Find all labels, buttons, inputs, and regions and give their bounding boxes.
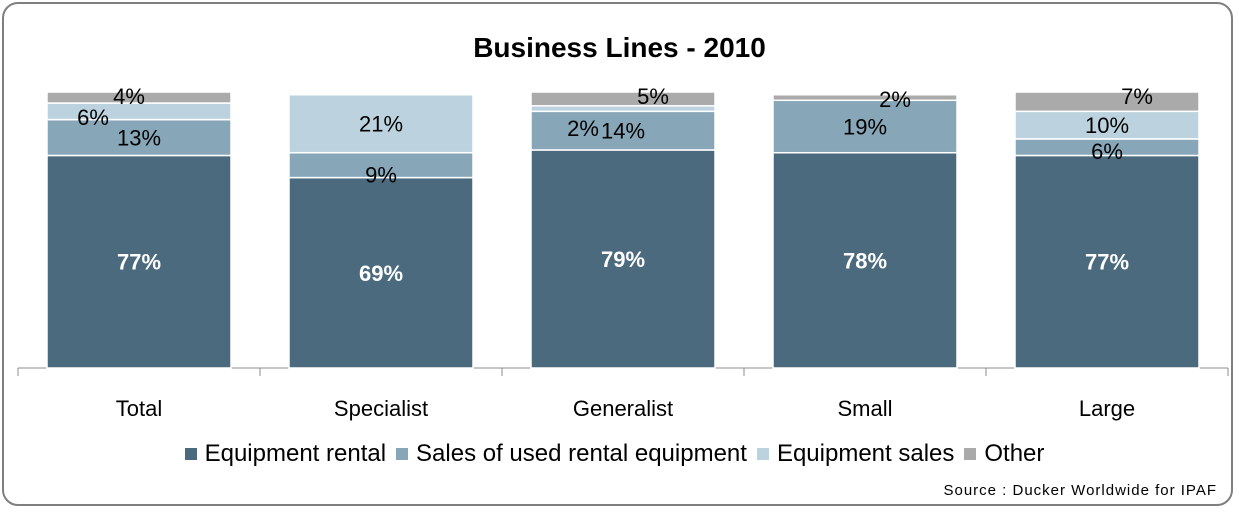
bar-segment-large-0 (1014, 154, 1200, 369)
legend-label: Sales of used rental equipment (416, 440, 747, 467)
bar-segment-generalist-2 (530, 105, 716, 113)
data-label: 69% (359, 261, 403, 286)
x-tick-label: Generalist (573, 396, 673, 421)
data-label: 9% (365, 163, 397, 188)
bar-segment-small-3 (772, 94, 958, 102)
data-label: 5% (637, 84, 669, 109)
bar-segment-total-0 (46, 154, 232, 369)
legend-item-equipment-sales: Equipment sales (756, 440, 955, 468)
bar-segment-specialist-1 (288, 151, 474, 179)
bar-segment-specialist-0 (288, 176, 474, 369)
bar-segment-small-0 (772, 151, 958, 369)
data-label: 19% (843, 115, 887, 140)
data-label: 77% (117, 250, 161, 275)
legend-item-other: Other (964, 440, 1044, 468)
x-tick-label: Specialist (334, 396, 428, 421)
legend-label: Equipment sales (776, 440, 955, 467)
x-tick-label: Small (837, 396, 892, 421)
data-label: 10% (1085, 113, 1129, 138)
data-label: 21% (359, 112, 403, 137)
data-label: 6% (1091, 139, 1123, 164)
x-tick-label: Total (116, 396, 162, 421)
legend-swatch (964, 448, 977, 460)
legend-swatch (396, 448, 409, 460)
x-tick-label: Large (1079, 396, 1135, 421)
legend: Equipment rental Sales of used rental eq… (0, 440, 1239, 468)
bar-segment-generalist-3 (530, 91, 716, 107)
data-label: 77% (1085, 250, 1129, 275)
legend-swatch (184, 448, 197, 460)
legend-swatch (756, 448, 769, 460)
bar-segment-large-3 (1014, 91, 1200, 113)
data-label: 78% (843, 248, 887, 273)
data-label: 6% (77, 105, 109, 130)
bar-segment-small-1 (772, 99, 958, 154)
chart-title: Business Lines - 2010 (473, 32, 766, 63)
data-label: 14% (601, 119, 645, 144)
bar-segment-large-2 (1014, 110, 1200, 140)
legend-label: Equipment rental (204, 440, 387, 467)
data-label: 2% (567, 116, 599, 141)
data-label: 7% (1121, 84, 1153, 109)
bar-segment-total-3 (46, 91, 232, 104)
legend-label: Other (984, 440, 1045, 467)
legend-item-sales-used: Sales of used rental equipment (396, 440, 747, 468)
data-label: 13% (117, 126, 161, 151)
legend-item-equipment-rental: Equipment rental (184, 440, 387, 468)
bar-segment-total-1 (46, 118, 232, 157)
bar-segment-generalist-0 (530, 149, 716, 369)
source-note: Source : Ducker Worldwide for IPAF (943, 482, 1217, 499)
bar-segment-specialist-2 (288, 94, 474, 154)
data-label: 2% (879, 87, 911, 112)
data-label: 79% (601, 247, 645, 272)
data-label: 4% (113, 84, 145, 109)
